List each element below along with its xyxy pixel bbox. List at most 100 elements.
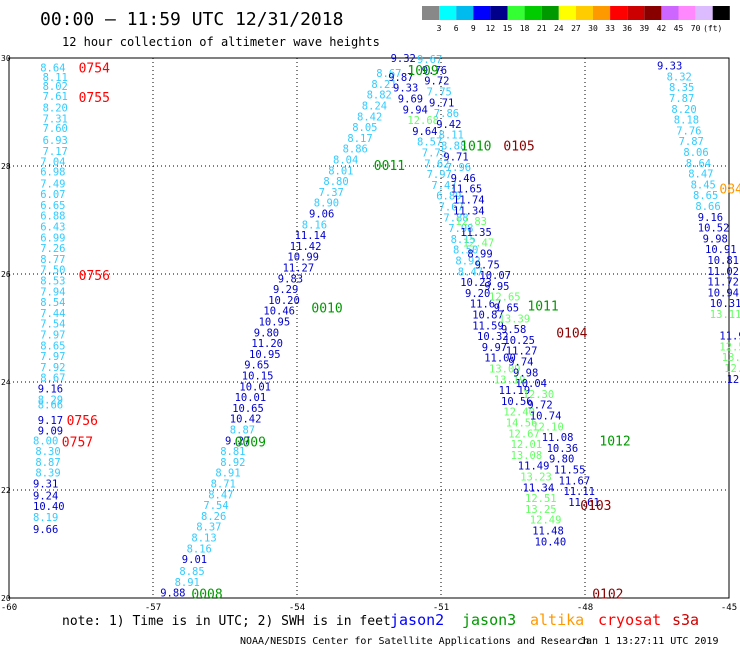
- swh-value: 10.20: [268, 295, 300, 307]
- swh-value: 9.20: [465, 288, 490, 300]
- swh-value: 8.24: [362, 101, 387, 113]
- swh-value: 9.33: [657, 61, 682, 73]
- swh-value: 8.65: [40, 340, 65, 352]
- swh-value: 7.67: [439, 202, 464, 214]
- swh-value: 8.04: [333, 155, 358, 167]
- swh-value: 7.75: [427, 86, 452, 98]
- swh-value: 11.02: [707, 266, 739, 278]
- y-tick-label: 22: [1, 486, 11, 495]
- swh-value: 8.21: [371, 79, 396, 91]
- swh-value: 6.93: [43, 135, 68, 147]
- pass-labels: 0754 0755 0756 0756 0757 1009 1010 0105 0011 0010…: [62, 62, 740, 603]
- swh-value: 11.67: [559, 475, 591, 487]
- swh-value: 9.65: [244, 360, 269, 372]
- swh-value: 7.54: [40, 319, 65, 331]
- swh-value: 10.74: [530, 410, 562, 422]
- swh-value: 13.09: [489, 364, 521, 376]
- swh-value: 8.39: [35, 468, 60, 480]
- swh-value: 9.66: [33, 524, 58, 536]
- swh-value: 9.46: [451, 173, 476, 185]
- swh-value: 9.09: [38, 426, 63, 438]
- pass-label: 0757: [62, 435, 93, 450]
- generated-timestamp: Jan 1 13:27:11 UTC 2019: [580, 636, 718, 647]
- swh-value: 9.17: [38, 415, 63, 427]
- swh-value: 7.75: [422, 148, 447, 160]
- swh-value: 7.87: [669, 93, 694, 105]
- swh-value: 7.44: [40, 308, 65, 320]
- colorbar-label: 21: [537, 24, 547, 33]
- swh-value: 12.01: [511, 439, 543, 451]
- colorbar-swatch: [422, 6, 440, 20]
- colorbar-swatch: [524, 6, 542, 20]
- swh-value: 8.47: [208, 489, 233, 501]
- swh-value: 9.01: [182, 554, 207, 566]
- colorbar-swatch: [541, 6, 559, 20]
- swh-value: 8.80: [323, 176, 348, 188]
- swh-value: 8.65: [693, 190, 718, 202]
- swh-value: 8.20: [671, 104, 696, 116]
- pass-label: 0009: [235, 435, 266, 450]
- swh-value: 6.07: [40, 189, 65, 201]
- colorbar-label: 18: [520, 24, 530, 33]
- swh-value: 12.40: [503, 407, 535, 419]
- swh-value: 12.10: [532, 421, 564, 433]
- swh-value: 11.49: [518, 461, 550, 473]
- swh-value: 10.95: [249, 349, 281, 361]
- swh-value: 6.98: [40, 166, 65, 178]
- swh-value: 7.60: [43, 123, 68, 135]
- swh-value: 9.67: [417, 54, 442, 66]
- pass-label: 0104: [556, 326, 587, 341]
- swh-value: 12.68: [407, 115, 439, 127]
- swh-value: 9.16: [698, 212, 723, 224]
- colorbar-swatch: [456, 6, 474, 20]
- swh-value: 7.92: [40, 362, 65, 374]
- swh-value: 7.04: [40, 157, 65, 169]
- swh-value: 8.16: [187, 543, 212, 555]
- y-tick-label: 20: [1, 594, 11, 603]
- colorbar-swatch: [712, 6, 730, 20]
- swh-value: 7.49: [40, 178, 65, 190]
- colorbar-label: (ft): [703, 24, 722, 33]
- swh-value: 11.00: [484, 353, 516, 365]
- swh-value: 8.35: [669, 82, 694, 94]
- swh-value: 8.47: [688, 169, 713, 181]
- swh-value: 9.31: [33, 479, 58, 491]
- colorbar-label: 9: [471, 24, 476, 33]
- swh-value: 10.40: [33, 501, 65, 513]
- swh-value: 8.66: [695, 201, 720, 213]
- swh-value: 11.34: [453, 205, 485, 217]
- swh-value: 12.30: [523, 389, 555, 401]
- swh-value: 8.99: [467, 248, 492, 260]
- swh-value: 8.90: [314, 198, 339, 210]
- swh-value: 8.81: [220, 446, 245, 458]
- swh-value: 7.47: [431, 180, 456, 192]
- swh-value: 7.62: [424, 158, 449, 170]
- swh-value: 10.95: [259, 317, 291, 329]
- swh-value: 6.43: [40, 221, 65, 233]
- swh-value: 9.83: [278, 273, 303, 285]
- swh-value: 11.27: [506, 346, 538, 358]
- swh-value: 8.85: [179, 566, 204, 578]
- swh-value: 9.80: [549, 454, 574, 466]
- colorbar-swatch: [507, 6, 525, 20]
- pass-label: 1010: [460, 139, 491, 154]
- swh-value: 8.91: [175, 577, 200, 589]
- chart-title: 00:00 – 11:59 UTC 12/31/2018: [40, 9, 343, 30]
- colorbar-label: 24: [554, 24, 564, 33]
- swh-value: 7.61: [43, 91, 68, 103]
- swh-value: 8.13: [191, 533, 216, 545]
- colorbar-swatch: [661, 6, 679, 20]
- swh-value: 8.17: [347, 133, 372, 145]
- swh-value: 9.65: [494, 302, 519, 314]
- pass-label: 0010: [311, 301, 342, 316]
- swh-value: 8.05: [352, 122, 377, 134]
- swh-value: 10.42: [230, 414, 262, 426]
- footer-note: note: 1) Time is in UTC; 2) SWH is in fe…: [62, 614, 391, 629]
- swh-value: 9.42: [436, 119, 461, 131]
- swh-value: 8.18: [674, 115, 699, 127]
- swh-value: 10.46: [263, 306, 295, 318]
- colorbar-swatch: [644, 6, 662, 20]
- swh-value: 10.36: [547, 443, 579, 455]
- swh-value: 9.88: [160, 588, 185, 600]
- swh-value: 9.58: [501, 324, 526, 336]
